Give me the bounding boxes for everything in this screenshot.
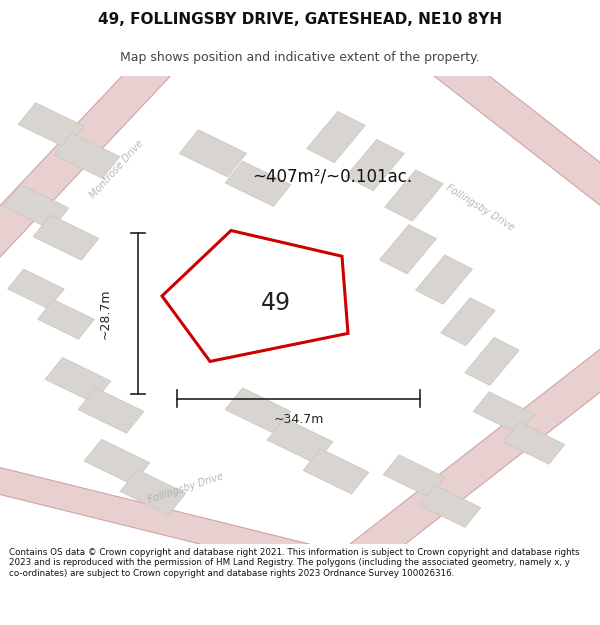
Polygon shape — [54, 133, 120, 178]
Polygon shape — [179, 130, 247, 177]
Polygon shape — [441, 298, 495, 346]
Polygon shape — [379, 224, 437, 274]
Text: Contains OS data © Crown copyright and database right 2021. This information is : Contains OS data © Crown copyright and d… — [9, 548, 580, 578]
Polygon shape — [78, 388, 144, 433]
Polygon shape — [503, 422, 565, 464]
Polygon shape — [307, 111, 365, 162]
Text: 49: 49 — [261, 291, 291, 315]
Polygon shape — [38, 299, 94, 339]
Text: ~34.7m: ~34.7m — [274, 413, 323, 426]
Polygon shape — [3, 184, 69, 230]
Text: Follingsby Drive: Follingsby Drive — [147, 471, 225, 504]
Polygon shape — [334, 337, 600, 578]
Polygon shape — [120, 469, 186, 515]
Polygon shape — [84, 439, 150, 484]
Polygon shape — [415, 255, 473, 304]
Polygon shape — [8, 269, 64, 309]
Text: Montrose Drive: Montrose Drive — [88, 139, 146, 201]
Polygon shape — [168, 38, 432, 68]
Text: ~407m²/~0.101ac.: ~407m²/~0.101ac. — [252, 168, 412, 186]
Polygon shape — [33, 215, 99, 260]
Polygon shape — [225, 161, 291, 206]
Polygon shape — [267, 418, 333, 464]
Text: Follingsby Drive: Follingsby Drive — [444, 182, 516, 232]
Polygon shape — [465, 338, 519, 386]
Polygon shape — [303, 449, 369, 494]
Text: 49, FOLLINGSBY DRIVE, GATESHEAD, NE10 8YH: 49, FOLLINGSBY DRIVE, GATESHEAD, NE10 8Y… — [98, 11, 502, 26]
Polygon shape — [225, 388, 291, 433]
Polygon shape — [0, 44, 184, 272]
Polygon shape — [45, 357, 111, 402]
Polygon shape — [0, 461, 353, 579]
Polygon shape — [346, 139, 404, 191]
Polygon shape — [385, 170, 443, 221]
Polygon shape — [473, 392, 535, 434]
Polygon shape — [418, 42, 600, 218]
Polygon shape — [383, 455, 445, 497]
Polygon shape — [419, 485, 481, 528]
Text: ~28.7m: ~28.7m — [98, 288, 112, 339]
Polygon shape — [18, 102, 84, 148]
Text: Map shows position and indicative extent of the property.: Map shows position and indicative extent… — [120, 51, 480, 64]
